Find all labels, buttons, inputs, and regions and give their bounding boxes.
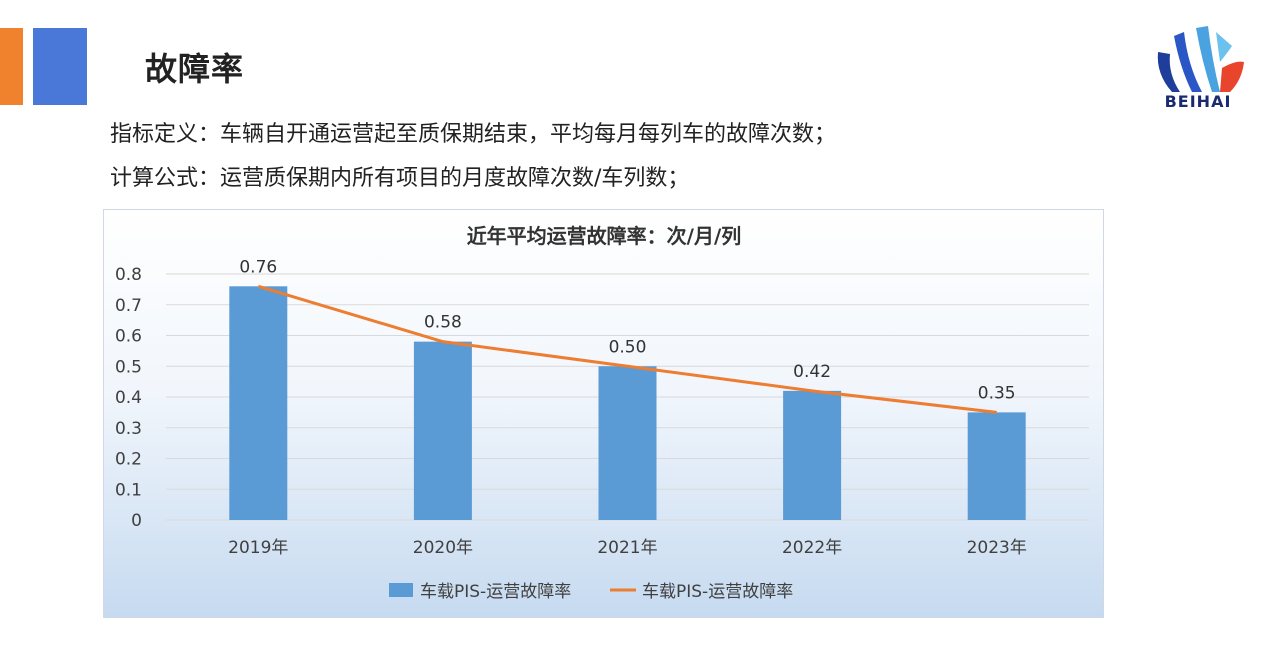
- line-series: [257, 284, 997, 414]
- data-label: 0.42: [793, 362, 831, 382]
- bar: [229, 286, 288, 520]
- y-tick-label: 0.1: [115, 480, 142, 500]
- y-tick-label: 0.6: [115, 327, 142, 347]
- y-tick-label: 0.7: [115, 296, 142, 316]
- legend-swatch-bar: [389, 583, 413, 597]
- chart-panel: 近年平均运营故障率：次/月/列 0 0.1 0.2 0.3 0.4 0.5 0.6 0.7 0.…: [103, 209, 1104, 618]
- data-label: 0.50: [609, 337, 647, 357]
- legend-label-bar: 车载PIS-运营故障率: [420, 582, 571, 602]
- x-tick-label: 2020年: [413, 538, 473, 558]
- calculation-formula: 计算公式：运营质保期内所有项目的月度故障次数/车列数；: [110, 166, 690, 191]
- indicator-definition: 指标定义：车辆自开通运营起至质保期结束，平均每月每列车的故障次数；: [110, 122, 837, 147]
- y-axis-ticks: 0 0.1 0.2 0.3 0.4 0.5 0.6 0.7 0.8: [115, 265, 142, 531]
- y-tick-label: 0.4: [115, 388, 142, 408]
- legend-label-line: 车载PIS-运营故障率: [642, 582, 793, 602]
- data-labels: 0.76 0.58 0.50 0.42 0.35: [239, 257, 1015, 403]
- x-axis-ticks: 2019年 2020年 2021年 2022年 2023年: [228, 538, 1027, 558]
- x-tick-label: 2021年: [597, 538, 657, 558]
- bar: [783, 390, 842, 520]
- accent-bar-blue: [33, 28, 87, 105]
- data-label: 0.76: [239, 257, 277, 277]
- bar-series: [229, 286, 1026, 520]
- y-tick-label: 0.5: [115, 357, 142, 377]
- data-label: 0.58: [424, 313, 462, 333]
- bar: [598, 366, 657, 520]
- series-line: [257, 284, 997, 414]
- chart-title: 近年平均运营故障率：次/月/列: [467, 224, 742, 248]
- accent-bar-orange: [0, 28, 23, 105]
- legend: 车载PIS-运营故障率 车载PIS-运营故障率: [389, 582, 793, 602]
- chart-svg: 近年平均运营故障率：次/月/列 0 0.1 0.2 0.3 0.4 0.5 0.6 0.7 0.…: [115, 224, 1089, 602]
- data-label: 0.35: [978, 383, 1016, 403]
- bar: [967, 412, 1026, 520]
- y-tick-label: 0.8: [115, 265, 142, 285]
- logo-text: BEIHAI: [1164, 92, 1232, 111]
- x-tick-label: 2019年: [228, 538, 288, 558]
- bar: [413, 341, 472, 520]
- y-tick-label: 0: [131, 511, 142, 531]
- page-title: 故障率: [145, 50, 245, 88]
- y-tick-label: 0.2: [115, 450, 142, 470]
- y-tick-label: 0.3: [115, 419, 142, 439]
- beihai-logo-icon: [1157, 26, 1244, 92]
- x-tick-label: 2022年: [782, 538, 842, 558]
- x-tick-label: 2023年: [967, 538, 1027, 558]
